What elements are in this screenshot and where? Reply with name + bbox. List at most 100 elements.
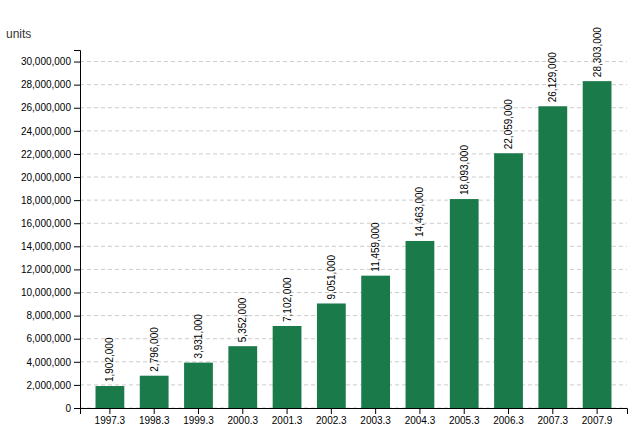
y-tick-mark — [74, 177, 80, 178]
bar — [96, 386, 125, 408]
y-tick-mark — [74, 339, 80, 340]
y-tick-label: 18,000,000 — [21, 195, 71, 206]
y-tick-label: 4,000,000 — [27, 357, 72, 368]
x-tick: 1999.3 — [183, 408, 214, 426]
y-tick-label: 28,000,000 — [21, 79, 71, 90]
grid-line — [80, 84, 627, 85]
x-tick: 2005.3 — [449, 408, 480, 426]
bar — [228, 346, 257, 408]
y-tick: 14,000,000 — [21, 241, 80, 252]
x-tick-mark — [287, 408, 288, 414]
bar — [450, 199, 479, 408]
x-tick-label: 2000.3 — [227, 415, 258, 426]
x-tick-mark — [242, 408, 243, 414]
y-tick-label: 0 — [65, 403, 71, 414]
y-tick: 10,000,000 — [21, 287, 80, 298]
y-tick-label: 8,000,000 — [27, 310, 72, 321]
bar — [406, 241, 435, 408]
bar — [494, 153, 523, 408]
x-tick: 2007.9 — [582, 408, 613, 426]
y-tick-mark — [74, 131, 80, 132]
bar — [361, 276, 390, 408]
x-axis-line — [81, 409, 628, 415]
y-tick-mark — [74, 108, 80, 109]
x-tick-label: 2003.3 — [360, 415, 391, 426]
y-tick-label: 2,000,000 — [27, 380, 72, 391]
data-label: 18,093,000 — [459, 145, 470, 195]
y-tick-label: 14,000,000 — [21, 241, 71, 252]
y-axis-label: units — [6, 27, 31, 41]
x-tick-label: 2006.3 — [493, 415, 524, 426]
y-tick: 2,000,000 — [27, 380, 81, 391]
y-tick: 26,000,000 — [21, 102, 80, 113]
x-tick: 2000.3 — [227, 408, 258, 426]
y-tick-mark — [74, 269, 80, 270]
y-tick-label: 22,000,000 — [21, 149, 71, 160]
y-tick-mark — [74, 293, 80, 294]
x-tick-label: 1997.3 — [95, 415, 126, 426]
grid — [80, 62, 627, 408]
y-tick-mark — [74, 408, 80, 409]
y-tick-mark — [74, 62, 80, 63]
y-tick-mark — [74, 385, 80, 386]
x-tick: 2004.3 — [405, 408, 436, 426]
y-tick: 24,000,000 — [21, 126, 80, 137]
y-axis-line — [74, 51, 81, 409]
y-tick-label: 12,000,000 — [21, 264, 71, 275]
x-tick-mark — [597, 408, 598, 414]
x-tick-mark — [154, 408, 155, 414]
y-tick-mark — [74, 362, 80, 363]
data-label: 3,931,000 — [193, 314, 204, 359]
x-tick-label: 2007.3 — [538, 415, 569, 426]
x-tick: 1998.3 — [139, 408, 170, 426]
bars — [96, 81, 612, 408]
data-label: 5,352,000 — [237, 297, 248, 342]
data-label: 28,303,000 — [592, 27, 603, 77]
data-labels: 1,902,0002,796,0003,931,0005,352,0007,10… — [104, 27, 602, 382]
data-label: 22,059,000 — [503, 99, 514, 149]
x-tick: 1997.3 — [95, 408, 126, 426]
x-tick: 2006.3 — [493, 408, 524, 426]
y-tick: 22,000,000 — [21, 149, 80, 160]
y-tick: 28,000,000 — [21, 79, 80, 90]
x-tick-mark — [464, 408, 465, 414]
y-tick-label: 20,000,000 — [21, 172, 71, 183]
y-tick: 20,000,000 — [21, 172, 80, 183]
y-tick: 0 — [65, 403, 80, 414]
grid-line — [80, 61, 627, 62]
y-tick-mark — [74, 223, 80, 224]
data-label: 7,102,000 — [282, 277, 293, 322]
bar — [273, 326, 302, 408]
y-tick-label: 6,000,000 — [27, 333, 72, 344]
bar — [140, 376, 169, 408]
y-tick: 12,000,000 — [21, 264, 80, 275]
x-tick-mark — [109, 408, 110, 414]
x-axis: 1997.3 1998.3 1999.3 2000.3 2001.3 2002.3 2003… — [81, 408, 628, 426]
y-tick-mark — [74, 154, 80, 155]
y-tick: 30,000,000 — [21, 56, 80, 67]
x-tick: 2007.3 — [538, 408, 569, 426]
x-tick-label: 2002.3 — [316, 415, 347, 426]
chart-container: 0 2,000,000 4,000,000 6,000,000 8,000,000 10,… — [0, 0, 642, 438]
x-tick-label: 1998.3 — [139, 415, 170, 426]
x-tick-label: 1999.3 — [183, 415, 214, 426]
bar — [184, 363, 213, 408]
y-tick: 16,000,000 — [21, 218, 80, 229]
bar — [583, 81, 612, 408]
data-label: 9,051,000 — [326, 255, 337, 300]
y-tick: 4,000,000 — [27, 357, 81, 368]
bar — [317, 303, 346, 408]
x-tick-mark — [331, 408, 332, 414]
x-tick: 2001.3 — [272, 408, 303, 426]
y-tick: 6,000,000 — [27, 333, 81, 344]
y-tick-mark — [74, 85, 80, 86]
data-label: 26,129,000 — [547, 52, 558, 102]
y-tick: 18,000,000 — [21, 195, 80, 206]
x-tick-mark — [508, 408, 509, 414]
x-tick-mark — [419, 408, 420, 414]
data-label: 2,796,000 — [149, 327, 160, 372]
x-tick-mark — [552, 408, 553, 414]
x-tick-mark — [198, 408, 199, 414]
y-axis: 0 2,000,000 4,000,000 6,000,000 8,000,000 10,… — [21, 51, 81, 414]
x-tick-mark — [375, 408, 376, 414]
